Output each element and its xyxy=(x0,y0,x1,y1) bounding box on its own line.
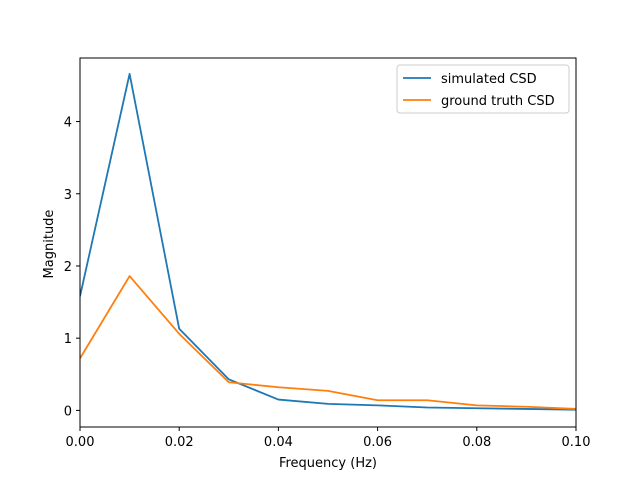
y-tick-label: 2 xyxy=(64,260,72,275)
x-tick-label: 0.04 xyxy=(264,435,293,450)
y-axis-label: Magnitude xyxy=(42,210,57,279)
legend-box xyxy=(396,64,570,114)
axes-frame xyxy=(79,57,577,428)
x-tick-label: 0.06 xyxy=(363,435,392,450)
y-tick-label: 3 xyxy=(64,188,72,203)
x-axis-ticks: 0.00 0.02 0.04 0.06 0.08 0.10 xyxy=(66,427,591,450)
x-tick-label: 0.08 xyxy=(462,435,491,450)
y-tick-label: 1 xyxy=(64,332,72,347)
series-line-2 xyxy=(80,275,576,410)
x-tick-label: 0.00 xyxy=(66,435,95,450)
series-line-1 xyxy=(80,72,576,411)
legend-label-1: simulated CSD xyxy=(441,72,537,87)
legend-label-2: ground truth CSD xyxy=(441,94,555,109)
legend: simulated CSD ground truth CSD xyxy=(396,64,570,114)
y-tick-label: 0 xyxy=(64,404,72,419)
axes-spines xyxy=(79,57,577,428)
x-tick-label: 0.02 xyxy=(165,435,194,450)
x-axis-label: Frequency (Hz) xyxy=(279,456,377,471)
y-axis-ticks: 0 1 2 3 4 xyxy=(64,116,80,419)
x-tick-label: 0.10 xyxy=(562,435,591,450)
y-tick-label: 4 xyxy=(64,116,72,131)
plot-area xyxy=(80,72,576,411)
